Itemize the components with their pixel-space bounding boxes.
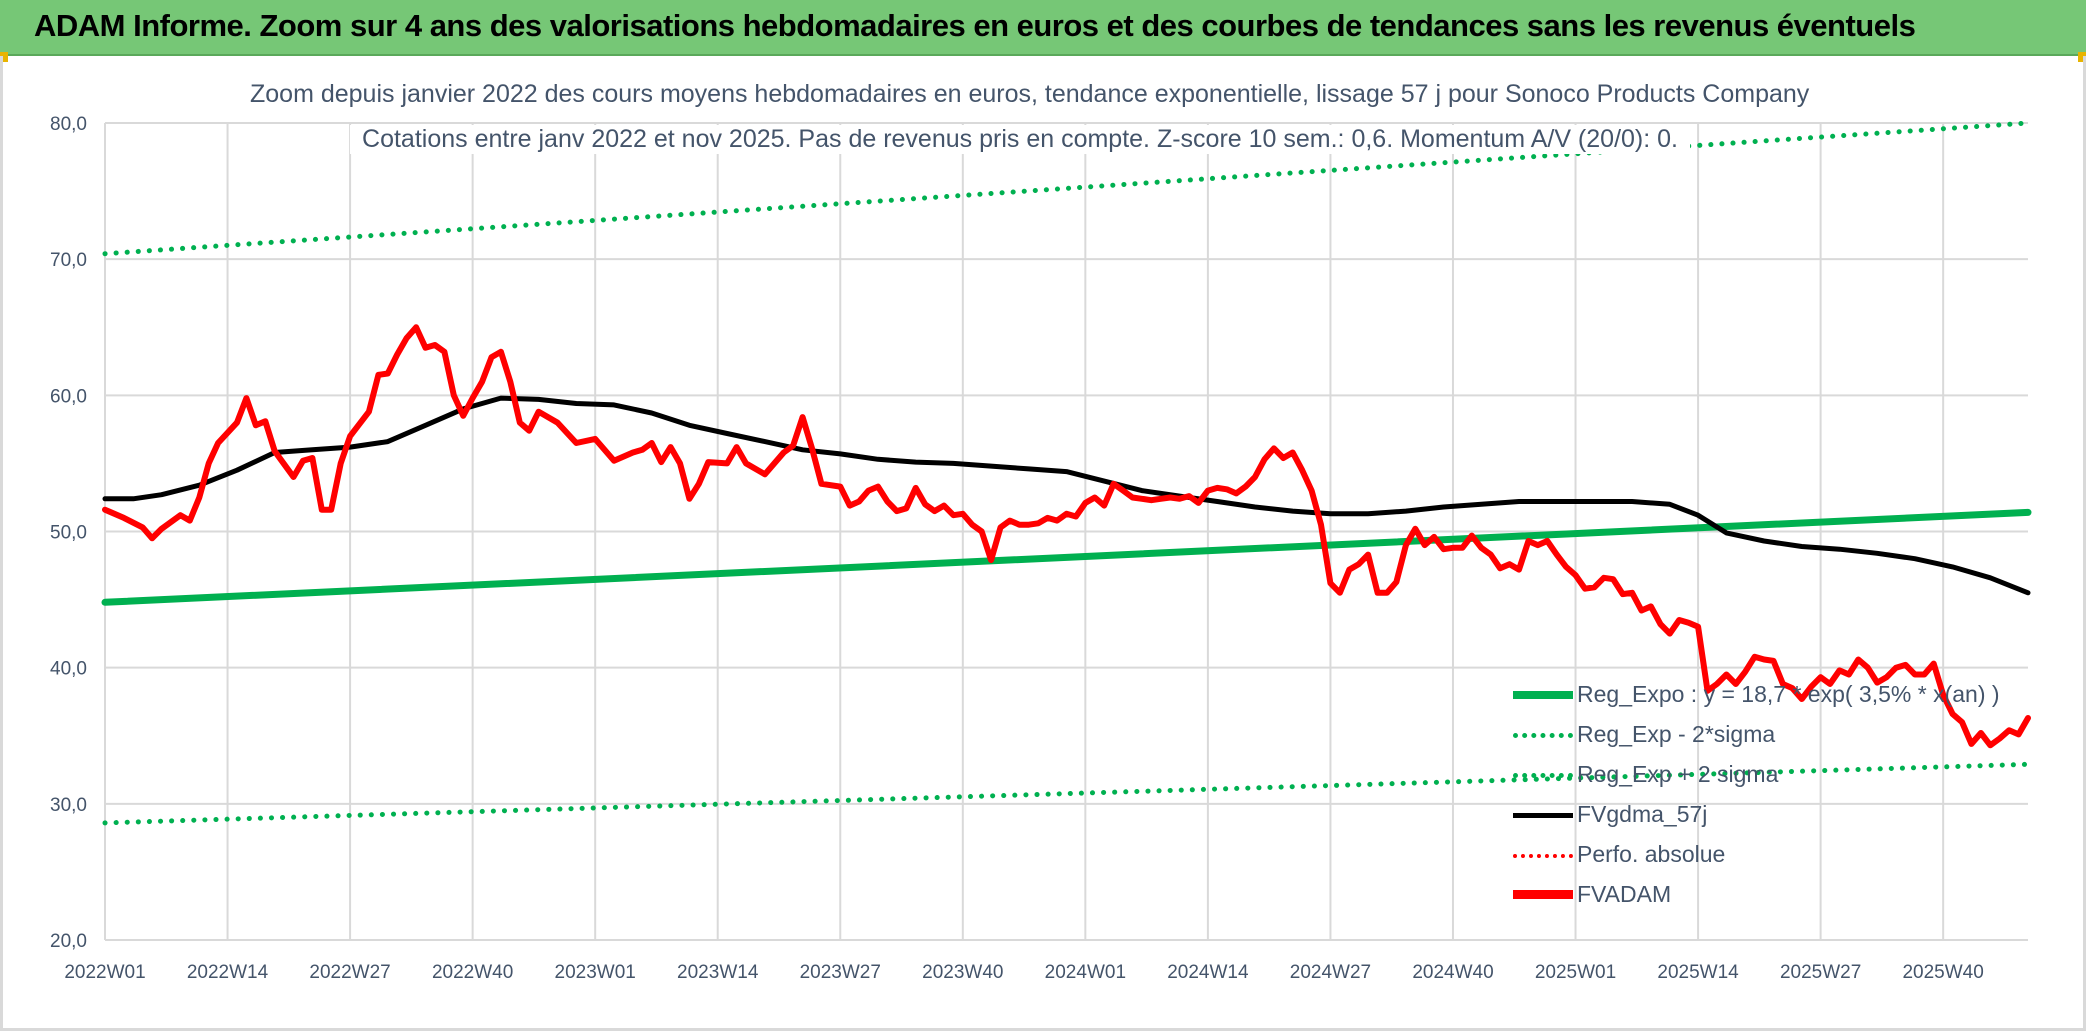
x-tick-label: 2023W14 [677, 962, 759, 983]
chart-grid [104, 122, 2028, 941]
reg-exp-minus-line [102, 120, 2031, 257]
x-tick-label: 2025W01 [1535, 962, 1616, 983]
x-tick-label: 2024W01 [1045, 962, 1126, 983]
legend-swatch-fvgdma [1513, 813, 1573, 818]
legend-item-fvgdma: FVgdma_57j [1505, 797, 2025, 837]
legend-swatch-reg-expo [1513, 691, 1573, 699]
legend-label-fvadam: FVADAM [1577, 881, 1672, 907]
x-tick-label: 2025W27 [1780, 962, 1861, 983]
legend-label-reg-expo: Reg_Expo : y = 18,7 * exp( 3,5% * x(an) … [1577, 681, 2000, 707]
legend-item-reg-expo: Reg_Expo : y = 18,7 * exp( 3,5% * x(an) … [1505, 677, 2025, 717]
y-tick-label: 60,0 [50, 386, 87, 407]
legend-item-reg-exp-plus: Reg_Exp + 2 sigma [1505, 757, 2025, 797]
x-axis-labels: 2022W01 2022W14 2022W27 2022W40 2023W01 2023W… [64, 962, 1984, 983]
header-banner: ADAM Informe. Zoom sur 4 ans des valoris… [0, 0, 2086, 56]
chart-title: Zoom depuis janvier 2022 des cours moyen… [250, 80, 1810, 109]
legend-swatch-reg-exp-plus [1513, 773, 1573, 778]
legend-item-fvadam: FVADAM [1505, 877, 2025, 917]
chart-subtitle: Cotations entre janv 2022 et nov 2025. P… [350, 125, 1690, 154]
x-tick-label: 2023W40 [922, 962, 1003, 983]
legend-label-perfo: Perfo. absolue [1577, 841, 1726, 867]
y-tick-label: 30,0 [50, 795, 87, 816]
x-tick-label: 2023W27 [800, 962, 881, 983]
reg-expo-line [101, 508, 2032, 606]
legend-label-reg-exp-minus: Reg_Exp - 2*sigma [1577, 721, 1776, 747]
x-tick-label: 2024W14 [1167, 962, 1249, 983]
x-tick-label: 2022W40 [432, 962, 513, 983]
legend-swatch-fvadam [1513, 890, 1573, 899]
x-tick-label: 2022W14 [187, 962, 269, 983]
reg-exp-plus-line [102, 761, 2031, 826]
x-tick-label: 2023W01 [555, 962, 636, 983]
legend-item-reg-exp-minus: Reg_Exp - 2*sigma [1505, 717, 2025, 757]
x-tick-label: 2024W27 [1290, 962, 1371, 983]
corner-accent-right [2078, 52, 2086, 62]
legend-swatch-reg-exp-minus [1513, 733, 1573, 738]
corner-accent-left [0, 52, 8, 62]
legend-label-reg-exp-plus: Reg_Exp + 2 sigma [1577, 761, 1779, 787]
legend-item-perfo: Perfo. absolue [1505, 837, 2025, 877]
y-tick-label: 50,0 [50, 523, 87, 544]
y-tick-label: 20,0 [50, 931, 87, 952]
chart-legend: Reg_Expo : y = 18,7 * exp( 3,5% * x(an) … [1505, 677, 2025, 917]
y-tick-label: 70,0 [50, 250, 87, 271]
fvadam-line [102, 324, 2031, 749]
x-tick-label: 2025W14 [1657, 962, 1739, 983]
y-tick-label: 80,0 [50, 114, 87, 135]
legend-label-fvgdma: FVgdma_57j [1577, 801, 1708, 827]
x-tick-label: 2022W27 [309, 962, 390, 983]
legend-swatch-perfo [1513, 854, 1573, 858]
x-tick-label: 2022W01 [64, 962, 145, 983]
x-tick-label: 2025W40 [1902, 962, 1983, 983]
chart-series [101, 120, 2032, 826]
report-title: ADAM Informe. Zoom sur 4 ans des valoris… [34, 8, 1916, 43]
chart-frame [0, 56, 2086, 1031]
y-tick-label: 40,0 [50, 659, 87, 680]
x-tick-label: 2024W40 [1412, 962, 1493, 983]
fvgdma-line [102, 395, 2031, 596]
y-axis-labels: 20,0 30,0 40,0 50,0 60,0 70,0 80,0 [50, 114, 87, 952]
